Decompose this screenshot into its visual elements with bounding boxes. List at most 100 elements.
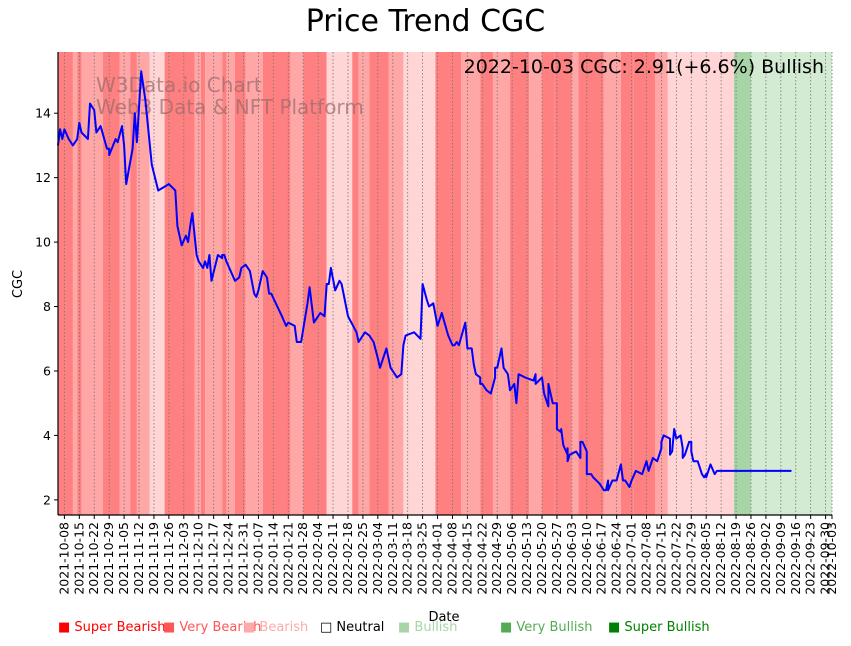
- x-tick-label: 2022-08-19: [728, 522, 743, 595]
- sentiment-band-bearish: [460, 52, 481, 515]
- x-tick-label: 2022-06-10: [579, 522, 594, 595]
- sentiment-band-very-bearish: [352, 52, 359, 515]
- legend-label: Very Bearish: [179, 620, 262, 635]
- sentiment-band-very-bearish: [164, 52, 195, 515]
- y-tick-label: 6: [43, 363, 51, 378]
- latest-price-annotation: 2022-10-03 CGC: 2.91(+6.6%) Bullish: [464, 56, 824, 78]
- x-tick-label: 2022-07-15: [653, 522, 668, 595]
- x-tick-label: 2022-02-25: [355, 522, 370, 595]
- x-tick-label: 2022-04-15: [459, 522, 474, 595]
- y-tick-label: 8: [43, 299, 51, 314]
- x-tick-label: 2022-06-03: [564, 522, 579, 595]
- x-tick-label: 2022-06-24: [609, 522, 624, 595]
- sentiment-band-bearish: [571, 52, 579, 515]
- sentiment-band-very-bearish: [480, 52, 493, 515]
- legend-item-super-bearish: ■ Super Bearish: [58, 620, 166, 635]
- y-axis-label: CGC: [11, 270, 26, 298]
- x-tick-label: 2022-04-29: [489, 522, 504, 595]
- sentiment-band-bearish: [529, 52, 543, 515]
- x-tick-label: 2022-07-01: [624, 522, 639, 595]
- watermark-line-1: W3Data.io Chart: [96, 73, 262, 97]
- x-tick-label: 2021-11-05: [116, 522, 131, 595]
- x-tick-label: 2022-05-06: [504, 522, 519, 595]
- x-tick-label: 2022-05-27: [549, 522, 564, 595]
- x-tick-label: 2022-09-16: [788, 522, 803, 595]
- legend-item-bearish: ■ Bearish: [243, 620, 308, 635]
- x-tick-label: 2022-01-14: [265, 522, 280, 595]
- legend-item-very-bearish: ■ Very Bearish: [163, 620, 261, 635]
- sentiment-band-very-bearish: [633, 52, 656, 515]
- sentiment-band-bearish: [136, 52, 150, 515]
- x-tick-label: 2022-02-18: [340, 522, 355, 595]
- x-axis-label: Date: [428, 610, 459, 625]
- x-tick-label: 2022-05-13: [519, 522, 534, 595]
- x-tick-label: 2022-07-29: [683, 522, 698, 595]
- sentiment-band-very-bearish: [369, 52, 389, 515]
- legend-swatch: ■: [608, 620, 625, 635]
- sentiment-band-very-bearish: [620, 52, 634, 515]
- legend-label: Super Bearish: [74, 620, 166, 635]
- sentiment-band-very-bearish: [554, 52, 572, 515]
- sentiment-band-very-bearish: [130, 52, 137, 515]
- x-tick-label: 2022-02-04: [310, 522, 325, 595]
- x-tick-label: 2022-10-03: [824, 522, 839, 595]
- x-tick-label: 2021-11-19: [146, 522, 161, 595]
- legend-swatch: ■: [243, 620, 260, 635]
- sentiment-band-very-bearish: [58, 52, 73, 515]
- sentiment-bands: [58, 52, 832, 515]
- x-tick-label: 2021-10-29: [101, 522, 116, 595]
- x-tick-label: 2021-10-08: [56, 522, 71, 595]
- x-axis-ticks: 2021-10-08 2021-10-15 2021-10-22 2021-10-29…: [56, 515, 839, 595]
- sentiment-band-very-bearish: [510, 52, 530, 515]
- x-tick-label: 2022-09-09: [773, 522, 788, 595]
- legend-label: Bearish: [259, 620, 309, 635]
- x-tick-label: 2022-03-11: [385, 522, 400, 595]
- sentiment-band-bearish: [226, 52, 235, 515]
- sentiment-band-very-bearish: [578, 52, 604, 515]
- sentiment-band-bullish: [750, 52, 832, 515]
- legend-label: Bullish: [414, 620, 458, 635]
- sentiment-band-very-bullish: [733, 52, 751, 515]
- y-tick-label: 2: [43, 492, 51, 507]
- vertical-gridlines: [63, 52, 833, 515]
- legend-swatch: ■: [163, 620, 180, 635]
- x-tick-label: 2022-02-11: [325, 522, 340, 595]
- sentiment-band-very-bearish: [303, 52, 327, 515]
- x-tick-label: 2022-03-25: [415, 522, 430, 595]
- axes: [57, 52, 832, 516]
- y-axis-ticks: 2 4 6 8 10 12 14: [35, 106, 58, 507]
- x-tick-label: 2022-01-21: [280, 522, 295, 595]
- x-tick-label: 2021-12-24: [221, 522, 236, 595]
- sentiment-band-neutral-bearish: [667, 52, 734, 515]
- price-line: [57, 70, 792, 492]
- sentiment-band-very-bearish: [102, 52, 120, 515]
- x-tick-label: 2022-03-04: [370, 522, 385, 595]
- x-tick-label: 2022-04-22: [474, 522, 489, 595]
- x-tick-label: 2022-09-02: [758, 522, 773, 595]
- y-tick-label: 10: [35, 235, 51, 250]
- sentiment-band-very-bearish: [222, 52, 227, 515]
- legend-swatch: ■: [398, 620, 415, 635]
- x-tick-label: 2022-01-07: [250, 522, 265, 595]
- sentiment-band-neutral-bearish: [326, 52, 353, 515]
- legend-item-neutral: □ Neutral: [320, 620, 384, 635]
- x-tick-label: 2022-09-30: [818, 522, 833, 595]
- x-tick-label: 2022-03-18: [400, 522, 415, 595]
- sentiment-band-very-bearish: [200, 52, 206, 515]
- x-tick-label: 2021-11-26: [161, 522, 176, 595]
- legend-item-very-bullish: ■ Very Bullish: [500, 620, 592, 635]
- x-tick-label: 2021-12-03: [176, 522, 191, 595]
- x-tick-label: 2022-09-23: [803, 522, 818, 595]
- sentiment-band-bearish: [119, 52, 131, 515]
- legend-swatch: ■: [500, 620, 517, 635]
- sentiment-band-bearish: [603, 52, 621, 515]
- y-tick-label: 12: [35, 170, 51, 185]
- x-tick-label: 2022-01-28: [295, 522, 310, 595]
- x-tick-label: 2022-08-05: [698, 522, 713, 595]
- y-tick-label: 14: [35, 106, 51, 121]
- x-tick-label: 2022-08-12: [713, 522, 728, 595]
- legend-item-super-bullish: ■ Super Bullish: [608, 620, 710, 635]
- x-tick-label: 2022-06-17: [594, 522, 609, 595]
- sentiment-band-very-bearish: [542, 52, 555, 515]
- sentiment-band-neutral-bearish: [149, 52, 165, 515]
